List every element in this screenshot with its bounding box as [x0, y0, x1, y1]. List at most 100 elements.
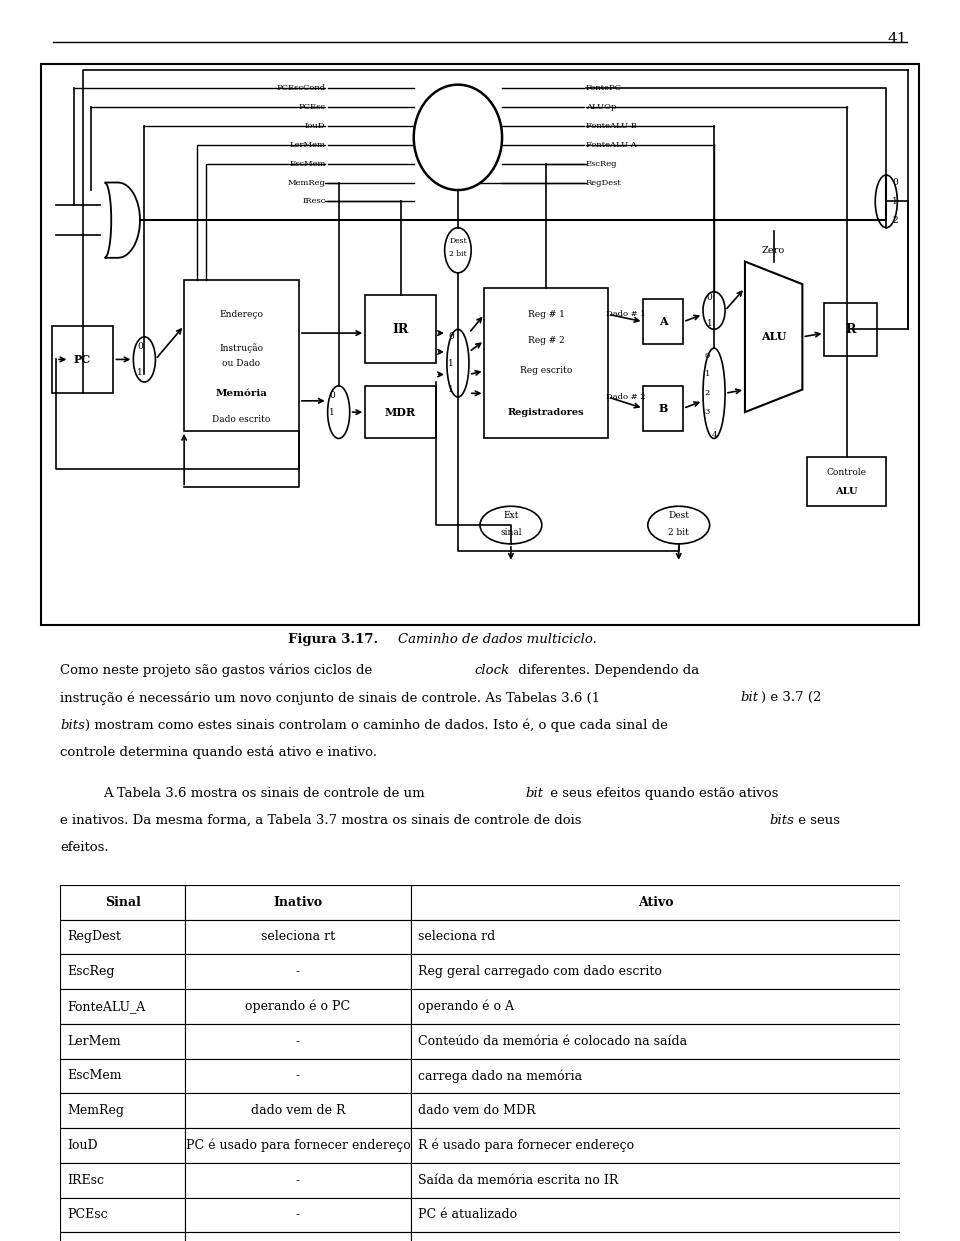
Bar [411, 1093, 900, 1128]
Text: carrega dado na memória: carrega dado na memória [418, 1070, 582, 1082]
Text: 2 bit: 2 bit [668, 529, 689, 537]
Text: A Tabela 3.6 mostra os sinais de controle de um: A Tabela 3.6 mostra os sinais de control… [103, 787, 428, 799]
Text: bits: bits [60, 719, 85, 731]
Text: FonteALU B: FonteALU B [586, 122, 636, 130]
Text: 0: 0 [707, 293, 712, 302]
Text: e seus: e seus [794, 814, 840, 827]
Bar [485, 288, 608, 438]
Bar [60, 1198, 184, 1232]
Bar [411, 920, 900, 954]
Text: EscMem: EscMem [289, 160, 325, 168]
Bar [52, 325, 113, 393]
Text: FonteALU A: FonteALU A [586, 141, 636, 149]
Text: 3: 3 [705, 408, 710, 416]
Text: PC: PC [74, 354, 91, 365]
Bar [411, 954, 900, 989]
Bar [184, 280, 299, 431]
Text: 1: 1 [448, 385, 454, 395]
Bar [411, 989, 900, 1024]
Text: Dado # 1: Dado # 1 [606, 310, 645, 318]
Text: PCEscCond: PCEscCond [276, 84, 325, 92]
Text: PC é usado para fornecer endereço: PC é usado para fornecer endereço [185, 1139, 410, 1152]
Ellipse shape [414, 84, 502, 190]
Bar [184, 989, 411, 1024]
Text: -: - [296, 1035, 300, 1047]
Text: bits: bits [769, 814, 794, 827]
Text: dado vem de R: dado vem de R [251, 1104, 346, 1117]
Text: ALU: ALU [835, 486, 858, 495]
Text: 0: 0 [329, 391, 335, 400]
Text: Zero: Zero [762, 246, 785, 254]
Text: LerMem: LerMem [67, 1035, 121, 1047]
Bar [60, 989, 184, 1024]
Text: e seus efeitos quando estão ativos: e seus efeitos quando estão ativos [546, 787, 779, 799]
Text: sinal: sinal [500, 529, 521, 537]
Text: RegDest: RegDest [67, 931, 121, 943]
Text: -: - [296, 1070, 300, 1082]
Text: ALUOp: ALUOp [586, 103, 616, 112]
Ellipse shape [133, 336, 156, 382]
Bar [184, 1232, 411, 1241]
Text: Sinal: Sinal [105, 896, 140, 908]
Bar [184, 1128, 411, 1163]
Text: 0: 0 [705, 351, 710, 360]
Text: Dest: Dest [449, 237, 467, 244]
Text: RegDest: RegDest [586, 179, 622, 186]
Text: seleciona rt: seleciona rt [261, 931, 335, 943]
Bar [643, 299, 684, 345]
Text: 1: 1 [329, 407, 335, 417]
Text: LerMem: LerMem [290, 141, 325, 149]
Text: Controle: Controle [827, 468, 867, 477]
Text: MemReg: MemReg [288, 179, 325, 186]
Bar [184, 1198, 411, 1232]
Text: IREsc: IREsc [67, 1174, 105, 1186]
Bar [411, 1163, 900, 1198]
Text: Registradores: Registradores [508, 407, 585, 417]
Text: clock: clock [474, 664, 509, 676]
Ellipse shape [444, 227, 471, 273]
Bar [60, 1232, 184, 1241]
Text: 4: 4 [711, 431, 717, 439]
Text: -: - [296, 1209, 300, 1221]
Text: PCEsc: PCEsc [299, 103, 325, 112]
Polygon shape [105, 182, 140, 258]
Ellipse shape [327, 386, 349, 438]
Bar [806, 458, 886, 506]
Bar [184, 1059, 411, 1093]
Text: Caminho de dados multiciclo.: Caminho de dados multiciclo. [398, 633, 597, 645]
Bar [184, 1093, 411, 1128]
Bar [184, 885, 411, 920]
Text: 1: 1 [707, 319, 712, 328]
Text: -: - [296, 965, 300, 978]
Text: Reg escrito: Reg escrito [520, 366, 572, 375]
Text: EscReg: EscReg [586, 160, 617, 168]
Text: ou Dado: ou Dado [223, 359, 260, 367]
Text: R é usado para fornecer endereço: R é usado para fornecer endereço [418, 1139, 634, 1152]
Text: 2: 2 [892, 216, 898, 225]
Text: FontePC: FontePC [586, 84, 622, 92]
Ellipse shape [703, 349, 725, 438]
Bar [184, 920, 411, 954]
Bar [411, 1198, 900, 1232]
Text: 2 bit: 2 bit [449, 249, 467, 258]
Text: Saída da memória escrita no IR: Saída da memória escrita no IR [418, 1174, 618, 1186]
Bar [411, 1024, 900, 1059]
Text: operando é o A: operando é o A [418, 1000, 514, 1013]
Text: Como neste projeto são gastos vários ciclos de: Como neste projeto são gastos vários cic… [60, 664, 377, 678]
Ellipse shape [876, 175, 898, 227]
Text: IR: IR [393, 323, 409, 336]
Bar [60, 1128, 184, 1163]
Text: Figura 3.17.: Figura 3.17. [288, 633, 378, 645]
Text: operando é o PC: operando é o PC [246, 1000, 350, 1013]
Text: instrução é necessário um novo conjunto de sinais de controle. As Tabelas 3.6 (1: instrução é necessário um novo conjunto … [60, 691, 605, 705]
Text: efeitos.: efeitos. [60, 841, 109, 854]
Bar [60, 1059, 184, 1093]
Text: Memória: Memória [216, 388, 268, 398]
Text: diferentes. Dependendo da: diferentes. Dependendo da [514, 664, 699, 676]
Text: IouD: IouD [305, 122, 325, 130]
Bar [365, 386, 436, 438]
Bar [60, 920, 184, 954]
Text: -: - [296, 1174, 300, 1186]
Text: Dado # 2: Dado # 2 [606, 393, 645, 401]
Text: 1: 1 [705, 371, 710, 379]
